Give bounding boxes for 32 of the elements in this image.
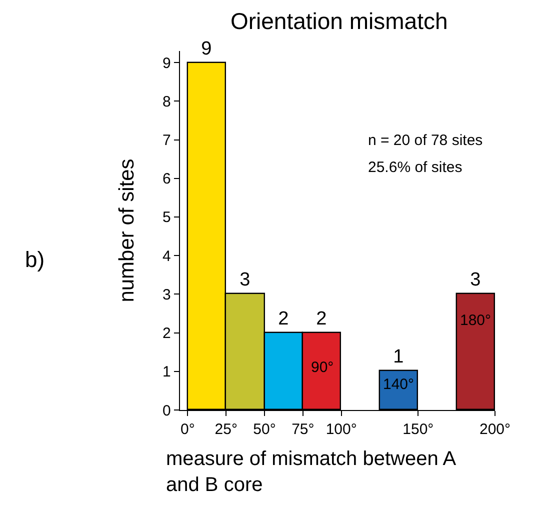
- y-tick-label: 4: [162, 248, 171, 265]
- y-tick-label: 5: [162, 209, 171, 226]
- y-tick-label: 3: [162, 286, 171, 304]
- x-tick-label: 100°: [326, 421, 357, 438]
- x-tick-label: 150°: [402, 421, 434, 438]
- annotation: 90°: [311, 359, 334, 376]
- y-tick-label: 1: [162, 364, 171, 381]
- x-tick-label: 200°: [479, 421, 511, 438]
- data-label: 2: [278, 308, 289, 330]
- data-label: 1: [393, 346, 404, 368]
- y-tick-label: 9: [162, 54, 171, 72]
- chart-title: Orientation mismatch: [230, 8, 448, 34]
- x-tick-label: 50°: [253, 421, 276, 438]
- data-label: 3: [470, 269, 481, 290]
- data-label: 2: [316, 308, 327, 330]
- x-tick-label: 0°: [180, 421, 195, 438]
- annotation: 25.6% of sites: [368, 159, 462, 176]
- annotation: 140°: [383, 376, 414, 393]
- y-tick-label: 7: [162, 132, 171, 150]
- y-axis-title: number of sites: [116, 158, 139, 302]
- x-tick-label: 75°: [292, 421, 314, 438]
- data-label: 3: [240, 269, 250, 290]
- data-label: 9: [201, 38, 212, 60]
- y-tick-label: 0: [162, 402, 171, 420]
- x-axis-title: measure of mismatch between A and B core: [166, 448, 457, 496]
- annotation: n = 20 of 78 sites: [368, 132, 483, 149]
- y-tick-label: 2: [162, 325, 171, 342]
- y-tick-label: 8: [162, 93, 171, 110]
- annotation: 180°: [460, 312, 492, 329]
- x-tick-label: 25°: [214, 421, 238, 438]
- text: b): [25, 247, 45, 272]
- y-tick-label: 6: [162, 170, 171, 188]
